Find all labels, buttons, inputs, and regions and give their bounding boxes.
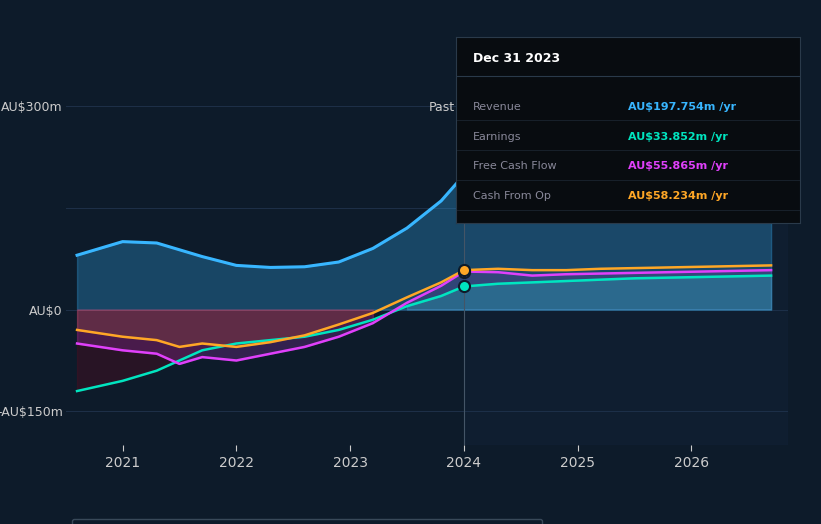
Text: Analysts Forecasts: Analysts Forecasts (473, 101, 589, 114)
Text: AU$58.234m /yr: AU$58.234m /yr (628, 191, 728, 201)
Text: Revenue: Revenue (473, 102, 521, 112)
Text: AU$55.865m /yr: AU$55.865m /yr (628, 161, 728, 171)
Text: AU$33.852m /yr: AU$33.852m /yr (628, 132, 728, 141)
Text: Free Cash Flow: Free Cash Flow (473, 161, 557, 171)
Text: Dec 31 2023: Dec 31 2023 (473, 51, 560, 64)
Bar (464, 79, 788, 445)
Text: AU$197.754m /yr: AU$197.754m /yr (628, 102, 736, 112)
Text: Earnings: Earnings (473, 132, 521, 141)
Text: Cash From Op: Cash From Op (473, 191, 551, 201)
Text: Past: Past (429, 101, 455, 114)
Legend: Revenue, Earnings, Free Cash Flow, Cash From Op: Revenue, Earnings, Free Cash Flow, Cash … (72, 519, 543, 524)
